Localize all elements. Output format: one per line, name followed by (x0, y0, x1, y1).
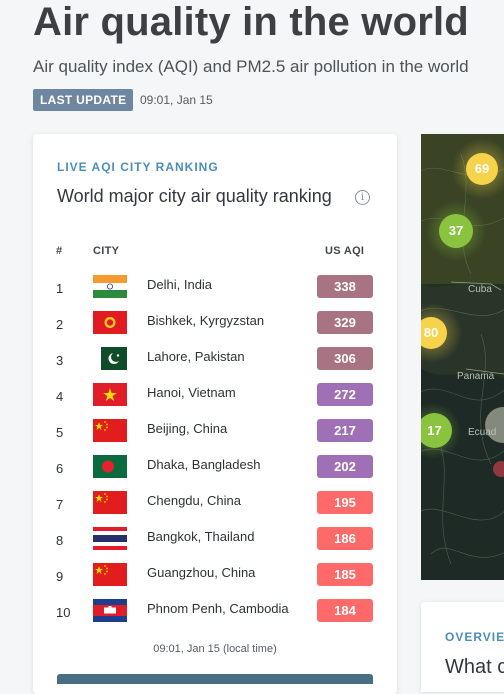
vietnam-flag-icon (93, 383, 127, 406)
aqi-badge: 184 (317, 599, 373, 622)
city-name-link[interactable]: Bishkek, Kyrgyzstan (147, 313, 265, 328)
aqi-badge: 186 (317, 527, 373, 550)
rank-number: 8 (56, 533, 64, 548)
ranking-kicker: LIVE AQI CITY RANKING (57, 160, 219, 174)
city-name-link[interactable]: Delhi, India (147, 277, 213, 292)
city-ranking-card: LIVE AQI CITY RANKING World major city a… (33, 134, 397, 694)
page-subtitle: Air quality index (AQI) and PM2.5 air po… (33, 57, 469, 76)
rank-number: 3 (56, 353, 64, 368)
map-marker[interactable]: 69 (466, 153, 498, 185)
map-label: Panama (457, 371, 495, 382)
table-row[interactable]: 7 Chengdu, China 195 (33, 485, 397, 521)
table-row[interactable]: 6 Dhaka, Bangladesh 202 (33, 449, 397, 485)
china-flag-icon (93, 491, 127, 514)
aqi-badge: 217 (317, 419, 373, 442)
rank-number: 9 (56, 569, 64, 584)
map-marker[interactable]: 37 (439, 214, 473, 248)
overview-heading: What c (445, 656, 504, 678)
table-row[interactable]: 9 Guangzhou, China 185 (33, 557, 397, 593)
rank-number: 10 (56, 605, 71, 620)
rank-number: 2 (56, 317, 64, 332)
column-header-rank: # (56, 245, 63, 257)
kyrgyzstan-flag-icon (93, 311, 127, 334)
china-flag-icon (93, 563, 127, 586)
aqi-badge: 272 (317, 383, 373, 406)
cambodia-flag-icon (93, 599, 127, 622)
air-quality-map[interactable]: 69 37 80 17 Cuba Panama Ecuad (421, 134, 504, 580)
table-row[interactable]: 4 Hanoi, Vietnam 272 (33, 377, 397, 413)
table-row[interactable]: 2 Bishkek, Kyrgyzstan 329 (33, 305, 397, 341)
table-row[interactable]: 5 Beijing, China 217 (33, 413, 397, 449)
city-name-link[interactable]: Hanoi, Vietnam (147, 385, 236, 400)
table-row[interactable]: 8 Bangkok, Thailand 186 (33, 521, 397, 557)
city-name-link[interactable]: Guangzhou, China (147, 565, 256, 580)
rank-number: 4 (56, 389, 64, 404)
aqi-badge: 185 (317, 563, 373, 586)
overview-kicker: OVERVIE (445, 630, 504, 644)
rank-number: 5 (56, 425, 64, 440)
thailand-flag-icon (93, 527, 127, 550)
last-update-time: 09:01, Jan 15 (140, 93, 213, 107)
china-flag-icon (93, 419, 127, 442)
aqi-badge: 195 (317, 491, 373, 514)
city-name-link[interactable]: Dhaka, Bangladesh (147, 457, 261, 472)
last-update-badge: LAST UPDATE (33, 89, 134, 111)
aqi-badge: 202 (317, 455, 373, 478)
ranking-local-time: 09:01, Jan 15 (local time) (153, 643, 277, 655)
map-label: Cuba (468, 284, 492, 295)
city-name-link[interactable]: Lahore, Pakistan (147, 349, 245, 364)
table-row[interactable]: 3 Lahore, Pakistan 306 (33, 341, 397, 377)
map-marker[interactable]: 80 (421, 317, 447, 349)
overview-card: OVERVIE What c (421, 602, 504, 692)
city-name-link[interactable]: Chengdu, China (147, 493, 241, 508)
india-flag-icon (93, 275, 127, 298)
map-label: Ecuad (468, 427, 497, 438)
bangladesh-flag-icon (93, 455, 127, 478)
table-row[interactable]: 10 Phnom Penh, Cambodia 184 (33, 593, 397, 629)
city-name-link[interactable]: Phnom Penh, Cambodia (147, 601, 289, 616)
info-icon[interactable]: i (355, 190, 370, 205)
pakistan-flag-icon (93, 347, 127, 370)
rank-number: 6 (56, 461, 64, 476)
table-row[interactable]: 1 Delhi, India 338 (33, 269, 397, 305)
rank-number: 7 (56, 497, 64, 512)
city-name-link[interactable]: Bangkok, Thailand (147, 529, 255, 544)
page-title: Air quality in the world (33, 0, 469, 44)
aqi-badge: 329 (317, 311, 373, 334)
map-marker[interactable]: 17 (421, 413, 452, 448)
column-header-aqi[interactable]: US AQI (325, 245, 365, 257)
ranking-heading: World major city air quality ranking (57, 186, 332, 206)
see-full-ranking-button[interactable] (57, 674, 373, 684)
aqi-badge: 338 (317, 275, 373, 298)
rank-number: 1 (56, 281, 64, 296)
city-name-link[interactable]: Beijing, China (147, 421, 228, 436)
column-header-city[interactable]: CITY (93, 245, 120, 257)
aqi-badge: 306 (317, 347, 373, 370)
